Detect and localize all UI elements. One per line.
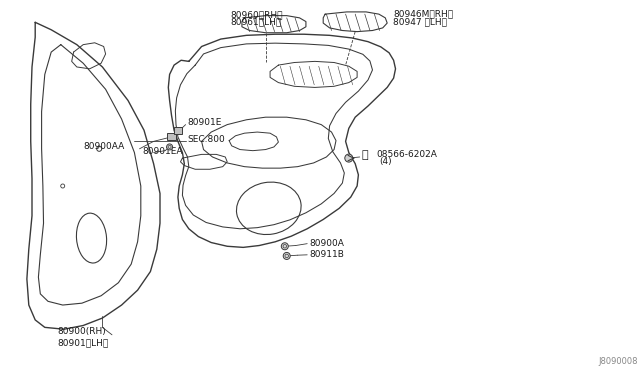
Circle shape: [282, 243, 288, 250]
Text: SEC.800: SEC.800: [188, 135, 225, 144]
Circle shape: [166, 144, 173, 150]
Text: 80960〈RH〉: 80960〈RH〉: [230, 10, 283, 19]
Text: J8090008: J8090008: [598, 357, 638, 366]
Circle shape: [284, 253, 290, 259]
FancyBboxPatch shape: [173, 128, 182, 134]
Text: (4): (4): [380, 157, 392, 166]
Circle shape: [345, 154, 353, 162]
FancyBboxPatch shape: [167, 134, 176, 140]
Text: 80901E: 80901E: [187, 118, 221, 127]
Text: 80900AA: 80900AA: [84, 142, 125, 151]
Text: 80961〈LH〉: 80961〈LH〉: [230, 18, 282, 27]
Text: Ⓢ: Ⓢ: [362, 151, 368, 160]
Text: 80947 〈LH〉: 80947 〈LH〉: [393, 17, 447, 26]
Text: 80901EA: 80901EA: [142, 147, 182, 156]
Text: 80946M〈RH〉: 80946M〈RH〉: [393, 10, 453, 19]
Text: 80911B: 80911B: [309, 250, 344, 259]
Text: 08566-6202A: 08566-6202A: [376, 150, 437, 159]
Text: 80900A: 80900A: [309, 239, 344, 248]
Text: 80900(RH)
80901〈LH〉: 80900(RH) 80901〈LH〉: [58, 327, 109, 347]
